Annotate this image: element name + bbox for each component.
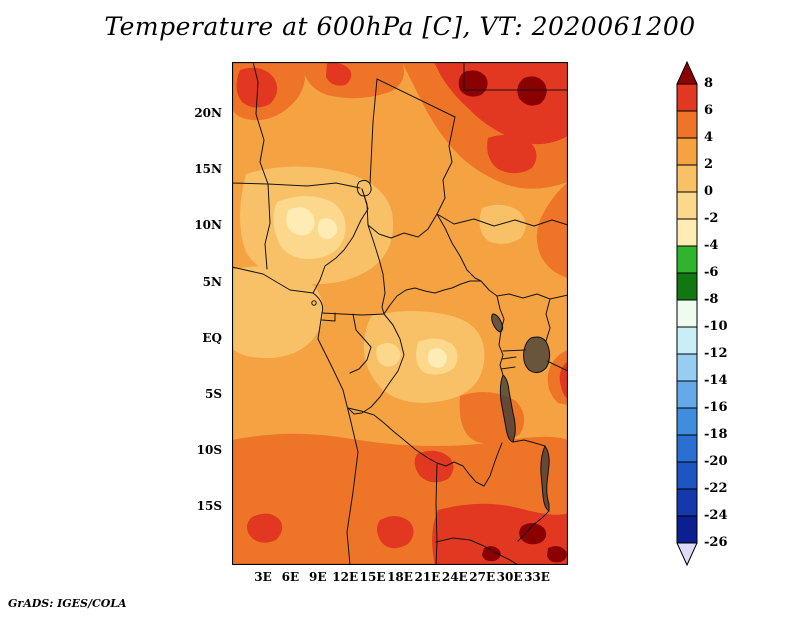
colorbar-segment (676, 515, 698, 544)
colorbar-level-label: -2 (704, 211, 719, 226)
colorbar-level-label: 8 (704, 76, 714, 91)
colorbar-level-label: 6 (704, 103, 714, 118)
colorbar-level-label: -4 (704, 238, 719, 253)
lon-tick-label: 24E (441, 570, 468, 584)
colorbar-segment (676, 245, 698, 274)
lake-victoria (523, 336, 551, 374)
colorbar-segment (676, 380, 698, 409)
lat-tick-label: EQ (202, 330, 222, 345)
lake-malawi (540, 445, 550, 512)
lake-albert (491, 313, 504, 333)
lat-tick-label: 15N (194, 162, 222, 177)
colorbar-segment (676, 407, 698, 436)
country-borders (232, 62, 568, 565)
map-frame (232, 62, 568, 565)
colorbar-segment (676, 326, 698, 355)
colorbar (676, 60, 698, 567)
colorbar-level-label: -18 (704, 427, 728, 442)
colorbar-segment (676, 218, 698, 247)
colorbar-level-label: -16 (704, 400, 728, 415)
colorbar-level-label: 2 (704, 157, 714, 172)
lon-tick-label: 9E (309, 570, 327, 584)
colorbar-segment (676, 299, 698, 328)
colorbar-level-label: -22 (704, 481, 728, 496)
colorbar-bottom-arrow (676, 542, 698, 567)
colorbar-segment (676, 164, 698, 193)
colorbar-level-label: -10 (704, 319, 728, 334)
colorbar-level-label: -6 (704, 265, 719, 280)
colorbar-segment (676, 434, 698, 463)
lat-tick-label: 10S (196, 443, 222, 458)
lon-tick-label: 18E (387, 570, 413, 584)
lon-tick-label: 33E (524, 570, 550, 584)
colorbar-level-label: -24 (704, 508, 728, 523)
colorbar-level-label: -12 (704, 346, 728, 361)
lon-tick-label: 21E (414, 570, 441, 584)
lat-tick-label: 20N (194, 106, 222, 120)
colorbar-level-label: 0 (704, 184, 714, 199)
colorbar-segment (676, 110, 698, 139)
grads-stamp: GrADS: IGES/COLA (8, 597, 127, 610)
plot-title: Temperature at 600hPa [C], VT: 202006120… (104, 12, 696, 41)
colorbar-level-label: -26 (704, 535, 728, 550)
colorbar-top-arrow (676, 60, 698, 85)
colorbar-level-label: -20 (704, 454, 728, 469)
lakes (491, 313, 551, 512)
contour-band-neg4-neg2 (286, 207, 447, 368)
colorbar-segment (676, 191, 698, 220)
temperature-field-map (232, 62, 568, 565)
contour-band-6-8 (236, 62, 568, 565)
colorbar-segment (676, 461, 698, 490)
lat-tick-label: 10N (194, 218, 222, 233)
lon-tick-label: 30E (496, 570, 523, 584)
colorbar-segment (676, 272, 698, 301)
lat-tick-label: 5S (204, 387, 222, 401)
lon-tick-label: 27E (469, 570, 496, 584)
lake-tanganyika (499, 374, 516, 443)
colorbar-level-label: -14 (704, 373, 728, 388)
lat-tick-label: 15S (196, 499, 222, 514)
lon-tick-label: 12E (332, 570, 359, 584)
colorbar-segment (676, 353, 698, 382)
bioko-island (311, 300, 317, 306)
colorbar-level-label: -8 (704, 292, 719, 307)
colorbar-segment (676, 83, 698, 112)
colorbar-segment (676, 488, 698, 517)
lat-tick-label: 5N (202, 274, 222, 289)
lon-tick-label: 3E (254, 570, 272, 584)
lon-tick-label: 15E (359, 570, 386, 584)
lon-tick-label: 6E (281, 570, 300, 584)
colorbar-segment (676, 137, 698, 166)
colorbar-level-label: 4 (704, 130, 714, 145)
